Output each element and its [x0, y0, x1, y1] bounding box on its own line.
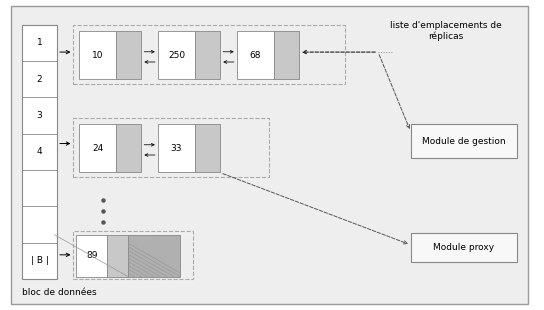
- FancyBboxPatch shape: [274, 31, 299, 79]
- Text: 250: 250: [168, 51, 185, 60]
- Text: 2: 2: [36, 75, 42, 84]
- Text: 68: 68: [250, 51, 261, 60]
- Text: 10: 10: [92, 51, 103, 60]
- FancyBboxPatch shape: [195, 124, 220, 172]
- Text: 33: 33: [171, 144, 182, 153]
- FancyBboxPatch shape: [158, 124, 195, 172]
- Text: bloc de données: bloc de données: [22, 288, 96, 298]
- Text: 4: 4: [36, 147, 42, 157]
- FancyBboxPatch shape: [76, 235, 107, 277]
- FancyBboxPatch shape: [107, 235, 128, 277]
- FancyBboxPatch shape: [116, 124, 141, 172]
- FancyBboxPatch shape: [128, 235, 180, 277]
- FancyBboxPatch shape: [22, 25, 57, 279]
- FancyBboxPatch shape: [158, 31, 195, 79]
- Text: 24: 24: [92, 144, 103, 153]
- FancyBboxPatch shape: [79, 124, 116, 172]
- FancyBboxPatch shape: [237, 31, 274, 79]
- Text: 3: 3: [36, 111, 42, 120]
- Text: Module de gestion: Module de gestion: [422, 136, 505, 146]
- FancyBboxPatch shape: [116, 31, 141, 79]
- FancyBboxPatch shape: [79, 31, 116, 79]
- Text: liste d'emplacements de
réplicas: liste d'emplacements de réplicas: [390, 21, 502, 41]
- Text: 89: 89: [86, 251, 97, 260]
- FancyBboxPatch shape: [411, 232, 517, 262]
- Text: 1: 1: [36, 38, 42, 47]
- Text: Module proxy: Module proxy: [433, 243, 494, 252]
- FancyBboxPatch shape: [411, 124, 517, 158]
- Text: | B |: | B |: [30, 256, 48, 265]
- FancyBboxPatch shape: [11, 6, 528, 304]
- FancyBboxPatch shape: [195, 31, 220, 79]
